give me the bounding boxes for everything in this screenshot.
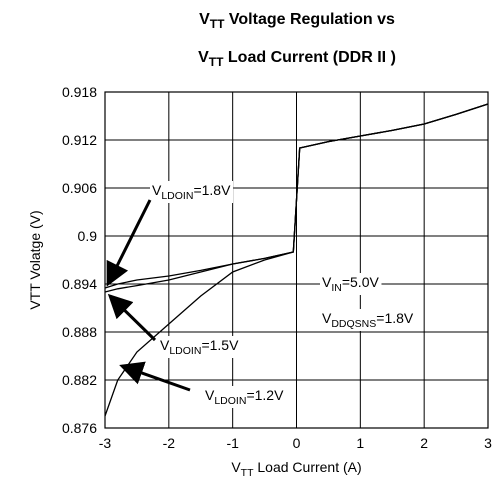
text-part: =1.2V [246, 387, 284, 403]
text-part: =1.5V [201, 337, 239, 353]
x-tick-label: -3 [99, 435, 112, 451]
x-tick-label: -2 [163, 435, 176, 451]
text-part: V [322, 310, 332, 326]
y-tick-label: 0.912 [62, 132, 97, 148]
text-part: =1.8V [193, 182, 231, 198]
subscript: LDOIN [169, 345, 201, 357]
text-part: V [322, 274, 332, 290]
label-bg [158, 336, 242, 358]
subscript: DDQSNS [331, 318, 376, 330]
x-tick-label: 3 [484, 435, 492, 451]
chart-title: VTT Voltage Regulation vs [199, 11, 395, 31]
series-line [104, 103, 489, 417]
text-part: V [199, 11, 210, 28]
annotation-arrow [106, 199, 152, 287]
subscript: TT [210, 17, 225, 31]
text-part: Load Current (A) [254, 459, 362, 475]
y-tick-label: 0.882 [62, 372, 97, 388]
chart-title: VTT Load Current (DDR II ) [198, 49, 396, 69]
y-axis-label: VTT Volatge (V) [27, 210, 43, 309]
label-bg [150, 181, 234, 203]
subscript: TT [209, 55, 224, 69]
y-tick-label: 0.918 [62, 84, 97, 100]
y-tick-label: 0.888 [62, 324, 97, 340]
label-bg [320, 273, 382, 295]
x-tick-label: 2 [420, 435, 428, 451]
subscript: IN [331, 282, 342, 294]
text-part: =1.8V [376, 310, 414, 326]
annotation-arrow [107, 293, 157, 342]
text-part: V [198, 49, 209, 66]
y-tick-label: 0.894 [62, 276, 97, 292]
label-bg [203, 386, 287, 408]
x-tick-label: 1 [356, 435, 364, 451]
annotation: VLDOIN=1.2V [205, 387, 284, 407]
subscript: TT [241, 467, 254, 479]
y-tick-label: 0.9 [78, 228, 98, 244]
y-tick-label: 0.876 [62, 420, 97, 436]
text-part: Voltage Regulation vs [224, 11, 395, 28]
annotation-arrow [119, 361, 191, 392]
text-part: Load Current (DDR II ) [223, 49, 395, 66]
x-axis-label: VTT Load Current (A) [231, 459, 361, 479]
text-part: V [205, 387, 215, 403]
plot-frame [104, 91, 489, 429]
annotation: VIN=5.0V [322, 274, 379, 294]
annotation: VDDQSNS=1.8V [322, 310, 414, 330]
label-bg [320, 309, 416, 331]
annotation: VLDOIN=1.8V [152, 182, 231, 202]
x-tick-label: 0 [293, 435, 301, 451]
subscript: LDOIN [214, 395, 246, 407]
x-tick-label: -1 [226, 435, 239, 451]
subscript: LDOIN [161, 190, 193, 202]
text-part: V [160, 337, 170, 353]
text-part: =5.0V [342, 274, 380, 290]
text-part: V [152, 182, 162, 198]
text-part: V [231, 459, 241, 475]
annotation: VLDOIN=1.5V [160, 337, 239, 357]
y-tick-label: 0.906 [62, 180, 97, 196]
